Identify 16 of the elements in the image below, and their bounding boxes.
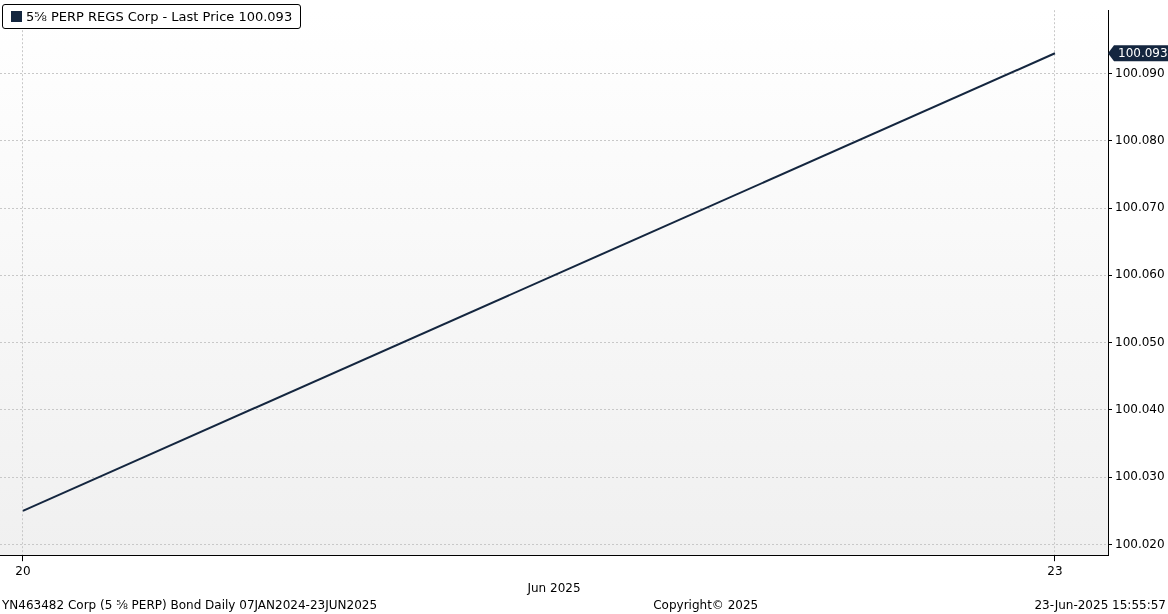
y-tick-label: 100.060 bbox=[1115, 267, 1165, 282]
text: Copyright© 2025 bbox=[653, 598, 759, 612]
text: 23-Jun-2025 15:55:57 bbox=[1034, 598, 1166, 612]
y-tick-label: 100.080 bbox=[1115, 132, 1165, 147]
y-tick-label: 100.050 bbox=[1115, 334, 1165, 349]
y-tick-label: 100.070 bbox=[1115, 200, 1165, 215]
text: 100.093 bbox=[1118, 46, 1168, 61]
y-tick-label: 100.040 bbox=[1115, 401, 1165, 416]
legend-label: 5⅝ PERP REGS Corp - Last Price 100.093 bbox=[26, 9, 293, 24]
text: YN463482 Corp (5 ⅝ PERP) Bond Daily 07JAN2024-23JUN2025 bbox=[2, 598, 378, 612]
x-tick-label: 20 bbox=[15, 563, 31, 578]
y-tick-label: 100.090 bbox=[1115, 65, 1165, 80]
x-tick-label: 23 bbox=[1047, 563, 1063, 578]
x-axis-title: Jun 2025 bbox=[526, 580, 581, 595]
y-tick-label: 100.020 bbox=[1115, 536, 1165, 551]
y-tick-label: 100.030 bbox=[1115, 469, 1165, 484]
